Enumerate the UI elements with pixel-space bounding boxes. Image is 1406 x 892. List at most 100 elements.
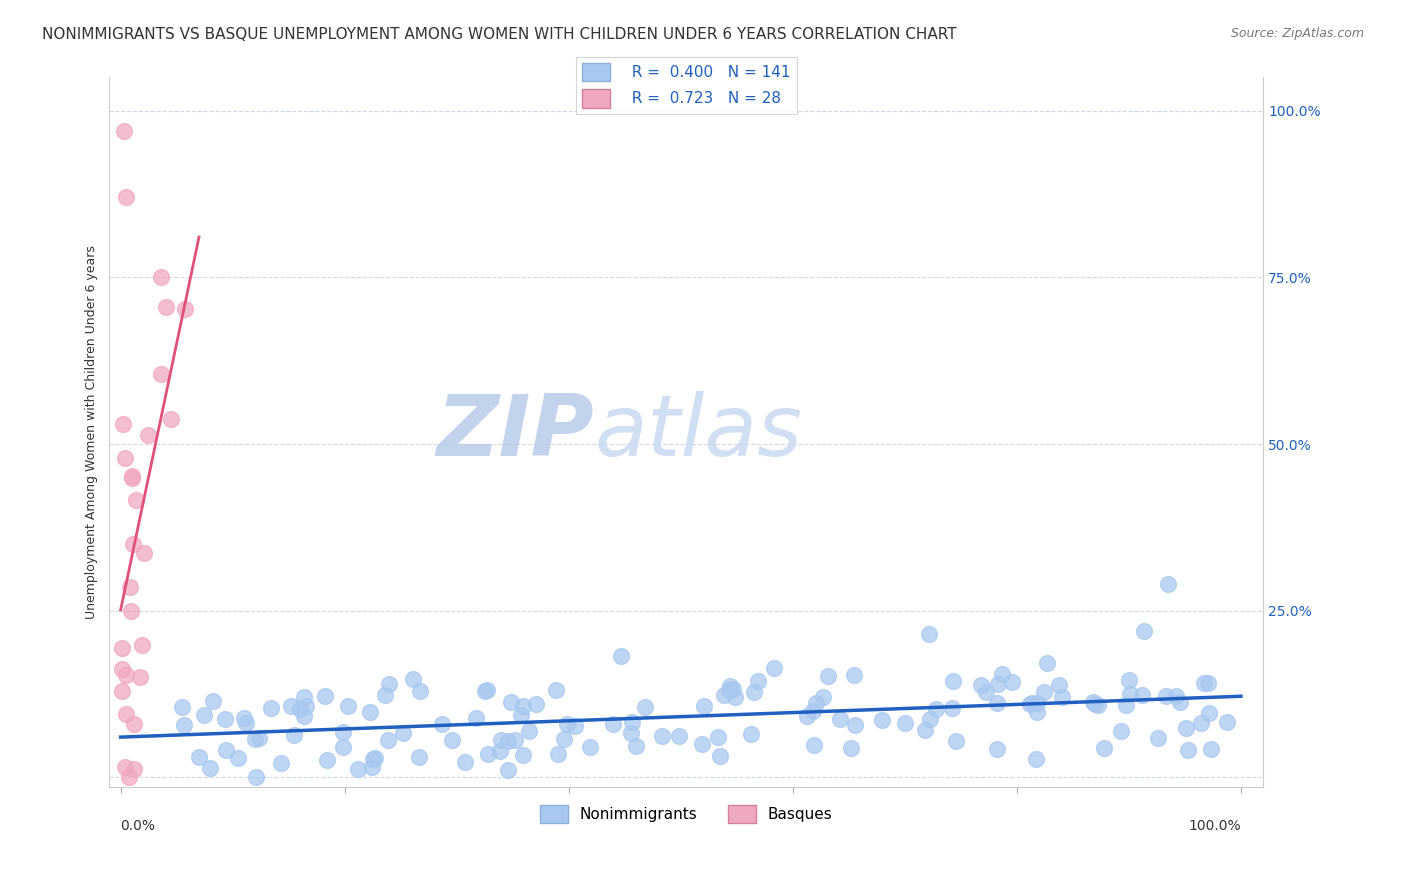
Point xyxy=(172,699,194,714)
Point xyxy=(842,668,865,682)
Text: 100.0%: 100.0% xyxy=(1188,820,1241,833)
Point xyxy=(811,690,834,705)
Point xyxy=(512,698,534,713)
Point xyxy=(634,700,657,714)
Point xyxy=(894,716,917,731)
Point xyxy=(364,751,387,765)
Point xyxy=(709,749,731,764)
Point xyxy=(115,706,138,721)
Point xyxy=(844,717,866,731)
Point xyxy=(111,662,134,676)
Point xyxy=(111,417,134,431)
Point xyxy=(292,690,315,705)
Point xyxy=(969,678,991,692)
Point xyxy=(173,718,195,732)
Point xyxy=(245,732,267,747)
Point xyxy=(115,668,138,682)
Point xyxy=(503,733,526,747)
Point xyxy=(987,677,1010,691)
Point xyxy=(942,673,965,688)
Point xyxy=(292,709,315,723)
Point xyxy=(120,603,142,617)
Point xyxy=(391,725,413,739)
Point xyxy=(990,667,1012,681)
Point xyxy=(111,684,134,698)
Point xyxy=(160,411,183,425)
Point xyxy=(742,685,765,699)
Point xyxy=(114,450,136,465)
Point xyxy=(131,638,153,652)
Point xyxy=(509,708,531,723)
Point xyxy=(464,710,486,724)
Point xyxy=(553,731,575,746)
Point xyxy=(115,190,138,204)
Point xyxy=(555,717,578,731)
Text: Source: ZipAtlas.com: Source: ZipAtlas.com xyxy=(1230,27,1364,40)
Point xyxy=(602,716,624,731)
Point xyxy=(918,626,941,640)
Point xyxy=(740,727,762,741)
Point xyxy=(114,759,136,773)
Point xyxy=(1157,577,1180,591)
Point xyxy=(214,712,236,726)
Point xyxy=(564,719,586,733)
Point xyxy=(1189,716,1212,731)
Point xyxy=(295,699,318,714)
Point xyxy=(155,300,177,314)
Point xyxy=(546,683,568,698)
Point xyxy=(620,726,643,740)
Point xyxy=(1081,695,1104,709)
Point xyxy=(620,715,643,730)
Point xyxy=(408,750,430,764)
Point xyxy=(717,682,740,697)
Point xyxy=(651,730,673,744)
Point xyxy=(363,751,385,765)
Point xyxy=(454,756,477,770)
Point xyxy=(579,739,602,754)
Point xyxy=(512,748,534,763)
Point xyxy=(359,705,381,719)
Point xyxy=(187,750,209,764)
Point xyxy=(870,713,893,727)
Point xyxy=(806,696,828,710)
Point xyxy=(136,427,159,442)
Text: 0.0%: 0.0% xyxy=(121,820,156,833)
Point xyxy=(198,760,221,774)
Point xyxy=(409,683,432,698)
Text: atlas: atlas xyxy=(593,391,801,474)
Point xyxy=(260,700,283,714)
Point xyxy=(347,762,370,776)
Point xyxy=(724,690,747,705)
Point xyxy=(1036,656,1059,670)
Point xyxy=(233,711,256,725)
Point xyxy=(1025,752,1047,766)
Point xyxy=(1119,687,1142,701)
Point xyxy=(270,756,292,770)
Point xyxy=(796,709,818,723)
Point xyxy=(626,739,648,754)
Legend: Nonimmigrants, Basques: Nonimmigrants, Basques xyxy=(534,798,838,830)
Point xyxy=(112,124,135,138)
Point xyxy=(477,747,499,762)
Point xyxy=(1115,698,1137,713)
Point xyxy=(610,648,633,663)
Point xyxy=(803,738,825,752)
Text: ZIP: ZIP xyxy=(436,391,593,474)
Point xyxy=(498,763,520,777)
Point xyxy=(215,743,238,757)
Point xyxy=(941,701,963,715)
Point xyxy=(801,705,824,719)
Point xyxy=(173,301,195,316)
Point xyxy=(713,688,735,702)
Point xyxy=(332,725,354,739)
Point xyxy=(1033,685,1056,699)
Point xyxy=(524,697,547,711)
Point xyxy=(120,581,142,595)
Point xyxy=(228,751,250,765)
Point xyxy=(1025,696,1047,710)
Point xyxy=(374,689,396,703)
Point xyxy=(235,716,257,731)
Point xyxy=(360,759,382,773)
Point xyxy=(122,763,145,777)
Point xyxy=(314,689,336,703)
